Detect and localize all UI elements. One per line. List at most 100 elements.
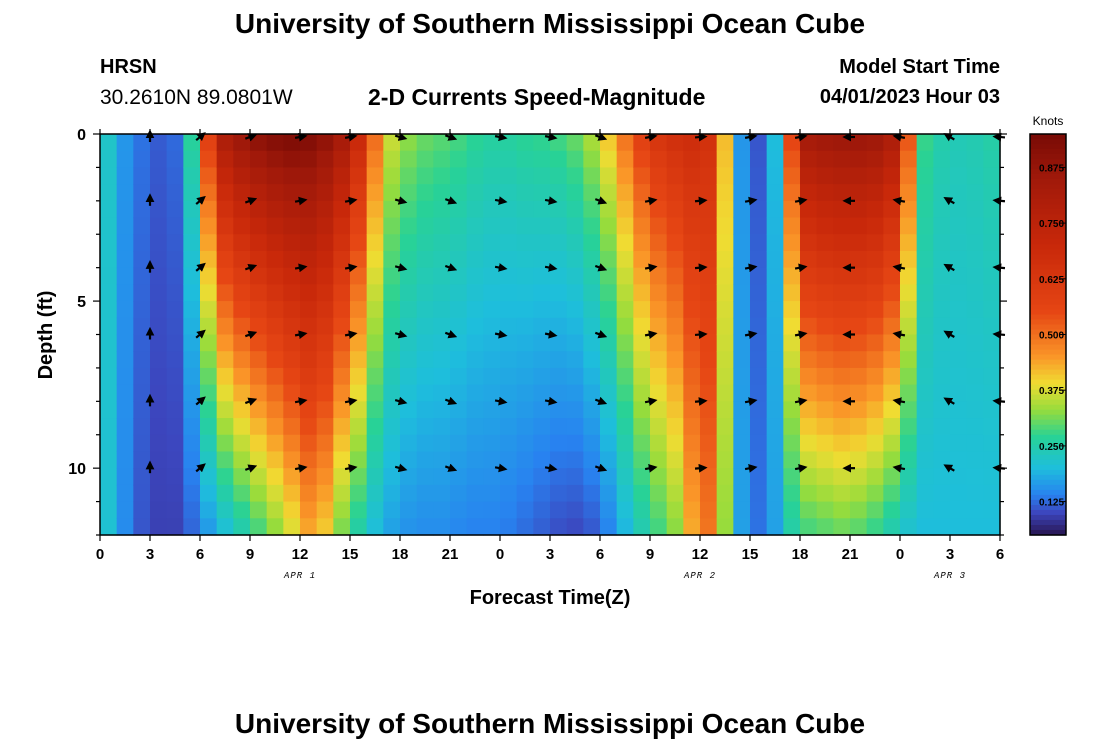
- heatmap-cell: [533, 301, 551, 319]
- heatmap-cell: [166, 184, 184, 202]
- heatmap-cell: [700, 418, 718, 436]
- heatmap-cell: [783, 384, 801, 402]
- colorbar-swatch: [1030, 454, 1066, 461]
- heatmap-cell: [450, 301, 468, 319]
- heatmap-cell: [850, 184, 868, 202]
- heatmap-cell: [366, 217, 384, 235]
- heatmap-cell: [216, 150, 234, 169]
- heatmap-cell: [866, 234, 884, 252]
- heatmap-cell: [150, 334, 168, 352]
- heatmap-cell: [350, 200, 368, 219]
- heatmap-cell: [883, 418, 901, 436]
- heatmap-cell: [166, 217, 184, 235]
- heatmap-cell: [633, 267, 651, 285]
- heatmap-cell: [900, 434, 918, 453]
- colorbar-swatch: [1030, 274, 1066, 280]
- colorbar-swatch: [1030, 174, 1066, 180]
- heatmap-cell: [350, 317, 368, 336]
- heatmap-cell: [516, 484, 534, 503]
- heatmap-cell: [866, 184, 884, 202]
- colorbar-swatch: [1030, 504, 1066, 511]
- heatmap-cell: [116, 468, 134, 486]
- heatmap-cell: [733, 351, 751, 369]
- heatmap-cell: [100, 384, 118, 402]
- heatmap-cell: [133, 367, 151, 386]
- heatmap-cell: [483, 134, 501, 152]
- heatmap-cell: [366, 267, 384, 285]
- heatmap-cell: [483, 284, 501, 302]
- heatmap-cell: [383, 250, 401, 269]
- heatmap-cell: [866, 518, 884, 536]
- heatmap-cell: [866, 468, 884, 486]
- date-label: APR 2: [683, 571, 716, 581]
- current-vector: [943, 464, 955, 473]
- current-vector: [444, 396, 458, 406]
- heatmap-cell: [883, 384, 901, 402]
- heatmap-cell: [783, 518, 801, 536]
- heatmap-cell: [216, 184, 234, 202]
- heatmap-cell: [166, 134, 184, 152]
- current-vector: [195, 262, 206, 272]
- heatmap-cell: [183, 518, 201, 536]
- heatmap-cell: [550, 284, 568, 302]
- heatmap-cell: [983, 217, 1001, 235]
- heatmap-cell: [783, 501, 801, 519]
- heatmap-cell: [350, 217, 368, 235]
- heatmap-cell: [516, 134, 534, 152]
- heatmap-cell: [666, 317, 684, 336]
- heatmap-cell: [783, 468, 801, 486]
- heatmap-cell: [966, 150, 984, 169]
- heatmap-cell: [550, 451, 568, 469]
- heatmap-cell: [650, 217, 668, 235]
- heatmap-cell: [616, 418, 634, 436]
- heatmap-cell: [500, 351, 518, 369]
- heatmap-cell: [616, 484, 634, 503]
- heatmap-cell: [916, 184, 934, 202]
- heatmap-cell: [350, 401, 368, 419]
- heatmap-cell: [700, 250, 718, 269]
- x-tick-label: 3: [146, 546, 154, 563]
- heatmap-cell: [983, 167, 1001, 185]
- heatmap-cell: [916, 518, 934, 536]
- heatmap-cell: [383, 217, 401, 235]
- colorbar-tick-label: 0.500: [1039, 331, 1064, 342]
- heatmap-cell: [483, 267, 501, 285]
- heatmap-cell: [716, 418, 734, 436]
- heatmap-cell: [633, 301, 651, 319]
- heatmap-cell: [466, 317, 484, 336]
- heatmap-cell: [450, 518, 468, 536]
- heatmap-cell: [183, 134, 201, 152]
- current-vector: [494, 396, 508, 406]
- heatmap-cell: [983, 267, 1001, 285]
- colorbar-tick-label: 0.125: [1039, 498, 1064, 509]
- heatmap-cell: [483, 451, 501, 469]
- heatmap-cell: [266, 434, 284, 453]
- heatmap-cell: [433, 184, 451, 202]
- current-vector: [195, 132, 206, 142]
- colorbar-swatch: [1030, 299, 1066, 306]
- heatmap-cell: [283, 301, 301, 319]
- heatmap-cell: [600, 468, 618, 486]
- heatmap-cell: [800, 384, 818, 402]
- heatmap-cell: [966, 317, 984, 336]
- heatmap-cell: [750, 351, 768, 369]
- heatmap-cell: [866, 484, 884, 503]
- heatmap-cell: [533, 267, 551, 285]
- heatmap-cell: [666, 451, 684, 469]
- colorbar-swatch: [1030, 349, 1066, 356]
- heatmap-cell: [633, 351, 651, 369]
- heatmap-cell: [500, 384, 518, 402]
- heatmap-cell: [300, 351, 318, 369]
- heatmap-cell: [300, 451, 318, 469]
- heatmap-cell: [933, 434, 951, 453]
- current-vector: [444, 132, 458, 141]
- heatmap-cell: [200, 434, 218, 453]
- heatmap-cell: [950, 367, 968, 386]
- heatmap-cell: [450, 384, 468, 402]
- heatmap-cell: [933, 267, 951, 285]
- colorbar-swatch: [1030, 364, 1066, 371]
- heatmap-cell: [766, 367, 784, 386]
- heatmap-cell: [950, 401, 968, 419]
- heatmap-cell: [733, 200, 751, 219]
- colorbar-swatch: [1030, 369, 1066, 376]
